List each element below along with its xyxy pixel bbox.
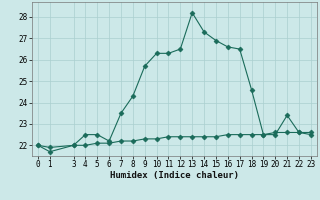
X-axis label: Humidex (Indice chaleur): Humidex (Indice chaleur) (110, 171, 239, 180)
